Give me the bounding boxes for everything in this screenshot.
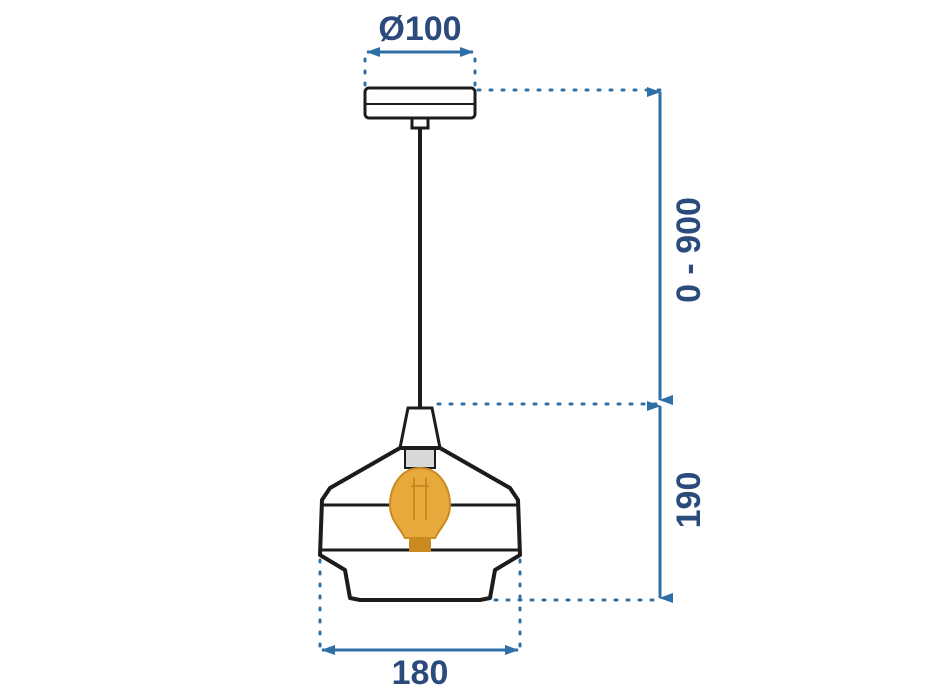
dimension-cord-height: 0 - 900 xyxy=(660,92,708,400)
ceiling-canopy xyxy=(365,88,475,128)
dimension-shade-width: 180 xyxy=(322,650,518,686)
lamp-socket xyxy=(400,408,440,468)
dimension-label: 190 xyxy=(670,472,708,529)
pendant-lamp-dimension-diagram: Ø100 0 - 900 190 180 xyxy=(0,0,928,686)
dimension-label: Ø100 xyxy=(378,10,461,48)
light-bulb-icon xyxy=(390,468,450,552)
dimension-top-diameter: Ø100 xyxy=(367,10,473,52)
dimension-shade-height: 190 xyxy=(660,406,708,598)
extension-lines xyxy=(320,52,660,650)
dimension-label: 180 xyxy=(392,654,449,686)
dimension-label: 0 - 900 xyxy=(670,197,708,303)
